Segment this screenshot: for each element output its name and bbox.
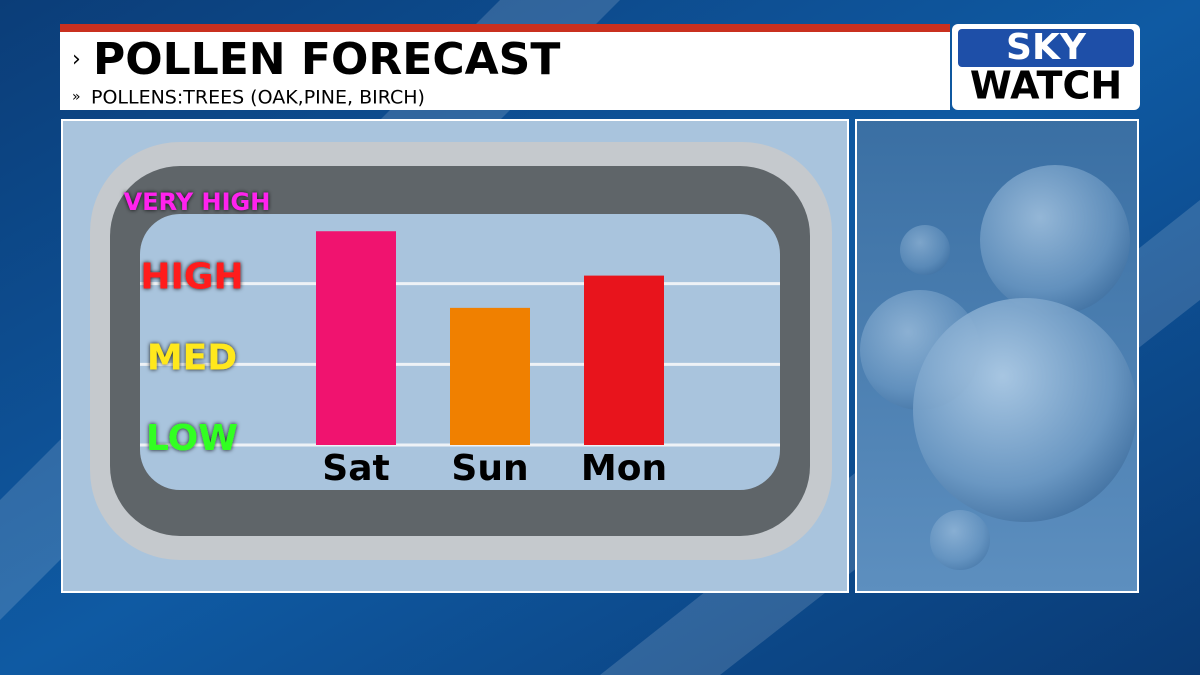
logo-text: SKY <box>1006 27 1087 68</box>
bar <box>450 307 530 445</box>
chevron: › <box>72 47 81 72</box>
bar <box>584 275 664 445</box>
bar <box>316 231 396 445</box>
x-tick-label: Mon <box>581 448 667 489</box>
pollen-image <box>860 165 1137 570</box>
x-tick-label: Sat <box>322 448 389 489</box>
logo-top <box>958 29 1134 67</box>
x-tick-label: Sun <box>451 448 528 489</box>
header-strip <box>60 24 950 32</box>
title: POLLEN FORECAST <box>93 34 560 85</box>
y-tick-label: HIGH <box>140 257 243 298</box>
header <box>60 32 950 110</box>
y-tick-label: MED <box>147 337 237 378</box>
y-tick-label: LOW <box>146 418 238 459</box>
y-tick-label: VERY HIGH <box>124 188 271 216</box>
logo-text: WATCH <box>970 64 1122 108</box>
chevron: » <box>72 89 81 105</box>
subtitle: POLLENS:TREES (OAK,PINE, BIRCH) <box>91 87 425 109</box>
